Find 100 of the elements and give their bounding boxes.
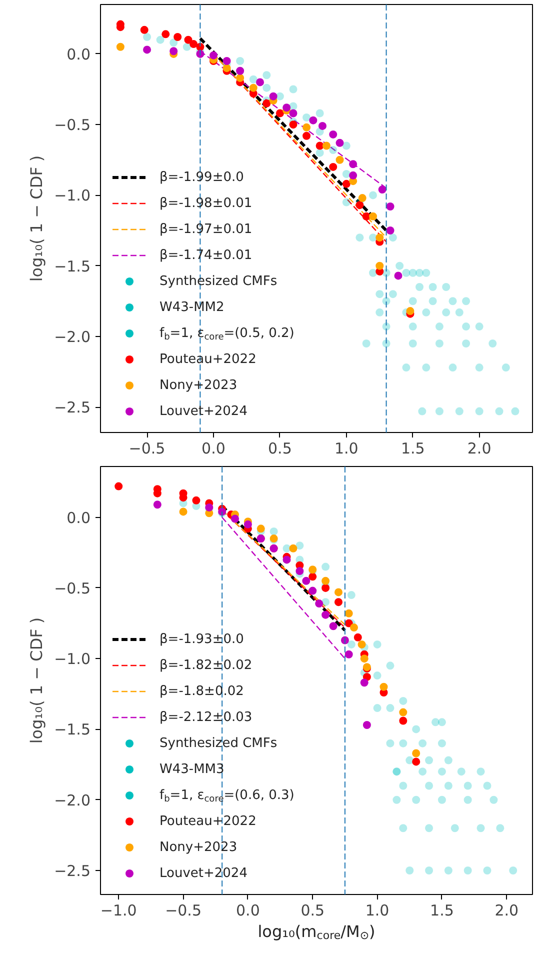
- x-tick-label: 2.0: [467, 440, 492, 458]
- x-tick-label: 2.0: [494, 902, 519, 920]
- point: [190, 40, 198, 48]
- x-tick-label: 1.5: [430, 902, 454, 920]
- point: [174, 32, 182, 41]
- y-tick-label: −2.5: [54, 398, 91, 417]
- point: [231, 514, 240, 523]
- point: [269, 92, 278, 100]
- x-tick-label: 0.0: [202, 440, 226, 458]
- y-axis-title: log₁₀( 1 − CDF ): [27, 155, 46, 282]
- legend-label: β=-2.12±0.03: [160, 710, 252, 725]
- legend-label: Louvet+2024: [160, 866, 248, 881]
- point: [322, 584, 330, 592]
- point: [256, 78, 264, 86]
- y-tick-label: −2.0: [54, 328, 91, 346]
- point: [386, 202, 394, 210]
- point: [349, 171, 358, 180]
- legend-label: β=-1.93±0.0: [160, 632, 244, 647]
- point: [380, 682, 388, 691]
- point: [318, 122, 326, 130]
- point: [322, 142, 330, 150]
- x-tick-label: −0.5: [165, 902, 202, 920]
- legend-label: Louvet+2024: [160, 404, 248, 419]
- point: [276, 109, 284, 118]
- point: [344, 609, 353, 618]
- point: [329, 622, 338, 630]
- point: [360, 654, 368, 663]
- point: [342, 180, 350, 188]
- point: [282, 556, 291, 564]
- point: [378, 186, 386, 194]
- point: [289, 544, 298, 552]
- legend-label: β=-1.74±0.01: [160, 248, 252, 263]
- point: [302, 576, 310, 585]
- point: [170, 47, 178, 56]
- y-tick-label: −2.5: [54, 862, 91, 880]
- y-tick-label: −1.5: [54, 720, 91, 739]
- point: [153, 500, 162, 509]
- point: [336, 138, 344, 147]
- point: [114, 482, 123, 490]
- x-tick-label: 1.5: [400, 440, 425, 458]
- point: [394, 272, 402, 280]
- point: [354, 633, 362, 642]
- legend-label: W43-MM3: [160, 762, 224, 777]
- point: [302, 123, 311, 132]
- point: [368, 212, 377, 220]
- legend-label: β=-1.97±0.01: [160, 222, 252, 237]
- x-tick-label: 1.0: [334, 440, 358, 458]
- legend-label: Nony+2023: [160, 378, 238, 393]
- point: [296, 567, 304, 576]
- legend-label: β=-1.8±0.02: [160, 684, 244, 699]
- point: [399, 716, 408, 725]
- y-tick-label: −0.5: [54, 579, 91, 598]
- point: [315, 600, 324, 608]
- point: [322, 576, 330, 585]
- point: [192, 496, 200, 504]
- point: [162, 30, 170, 38]
- point: [329, 130, 338, 138]
- y-tick-label: −1.0: [54, 186, 91, 205]
- legend-label: Nony+2023: [160, 840, 238, 855]
- point: [322, 610, 330, 619]
- point: [140, 26, 148, 34]
- point: [289, 109, 298, 118]
- point: [406, 307, 414, 316]
- legend-label: Pouteau+2022: [160, 814, 256, 829]
- point: [344, 650, 353, 658]
- x-tick-label: 0.0: [236, 902, 260, 920]
- point: [309, 116, 318, 124]
- point: [412, 749, 420, 758]
- legend-label: W43-MM2: [160, 300, 224, 315]
- point: [356, 201, 364, 210]
- point: [360, 678, 368, 687]
- point: [249, 84, 258, 92]
- point: [222, 57, 231, 65]
- point: [362, 721, 371, 729]
- x-tick-label: −1.0: [100, 902, 137, 920]
- point: [289, 120, 298, 129]
- point: [256, 524, 265, 533]
- point: [184, 36, 192, 44]
- point: [334, 588, 342, 596]
- x-tick-label: −0.5: [128, 440, 166, 458]
- legend-label: Synthesized CMFs: [160, 274, 278, 289]
- point: [412, 758, 420, 766]
- point: [362, 212, 370, 220]
- point: [236, 74, 244, 82]
- legend-label: Pouteau+2022: [160, 352, 256, 367]
- x-tick-label: 1.0: [365, 902, 390, 920]
- point: [349, 160, 358, 168]
- point: [302, 132, 311, 140]
- point: [308, 572, 317, 581]
- legend-label: β=-1.98±0.01: [160, 196, 252, 211]
- point: [209, 51, 218, 60]
- point: [358, 640, 366, 648]
- y-tick-label: −1.0: [54, 650, 91, 668]
- point: [282, 104, 291, 112]
- legend-label: β=-1.99±0.0: [160, 170, 244, 185]
- point: [350, 624, 358, 632]
- legend-label: Synthesized CMFs: [160, 736, 278, 751]
- y-axis-title: log₁₀( 1 − CDF ): [27, 617, 46, 744]
- point: [222, 64, 231, 72]
- point: [262, 99, 271, 108]
